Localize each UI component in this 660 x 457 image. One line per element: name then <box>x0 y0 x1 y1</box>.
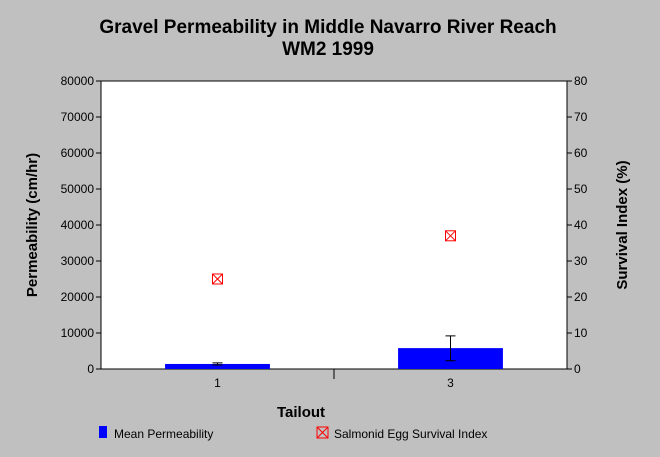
y2-tick-label: 40 <box>574 218 588 232</box>
legend-swatch-mean-permeability <box>99 426 107 438</box>
error-bar-3 <box>445 335 456 362</box>
y2-tick-label: 60 <box>574 146 588 160</box>
x-tick-label: 3 <box>447 376 454 390</box>
y-tick-label: 80000 <box>61 74 95 88</box>
y2-tick-label: 0 <box>574 362 581 376</box>
axes-layer: 0 10000 20000 30000 40000 50000 60000 70000 8000… <box>61 74 588 390</box>
y-tick-label: 70000 <box>61 110 95 124</box>
survival-marker-1 <box>212 273 223 285</box>
survival-marker-3 <box>445 230 456 242</box>
y-tick-label: 30000 <box>61 254 95 268</box>
y-tick-label: 60000 <box>61 146 95 160</box>
chart-subtitle: WM2 1999 <box>282 39 374 60</box>
y2-tick-label: 70 <box>574 110 588 124</box>
legend-label-mean-permeability: Mean Permeability <box>114 427 213 441</box>
y-tick-label: 20000 <box>61 290 95 304</box>
y-tick-label: 10000 <box>61 326 95 340</box>
y-tick-label: 0 <box>87 362 94 376</box>
y2-axis-title: Survival Index (%) <box>614 160 631 289</box>
y2-tick-label: 80 <box>574 74 588 88</box>
markers-layer <box>212 230 456 285</box>
y-tick-label: 50000 <box>61 182 95 196</box>
legend-label-survival-index: Salmonid Egg Survival Index <box>334 427 487 441</box>
y2-tick-label: 50 <box>574 182 588 196</box>
y2-tick-label: 30 <box>574 254 588 268</box>
error-bar-1 <box>212 362 223 366</box>
x-axis-title: Tailout <box>277 404 325 421</box>
chart-title: Gravel Permeability in Middle Navarro Ri… <box>99 17 556 38</box>
legend: Mean Permeability Salmonid Egg Survival … <box>99 426 487 441</box>
error-bars-layer <box>212 335 456 366</box>
plot-area <box>100 80 568 370</box>
x-tick-label: 1 <box>214 376 221 390</box>
y2-tick-label: 20 <box>574 290 588 304</box>
legend-swatch-survival-index <box>316 426 329 439</box>
bar-1 <box>165 363 270 369</box>
y2-tick-label: 10 <box>574 326 588 340</box>
y-axis-title: Permeability (cm/hr) <box>24 153 41 297</box>
y-tick-label: 40000 <box>61 218 95 232</box>
